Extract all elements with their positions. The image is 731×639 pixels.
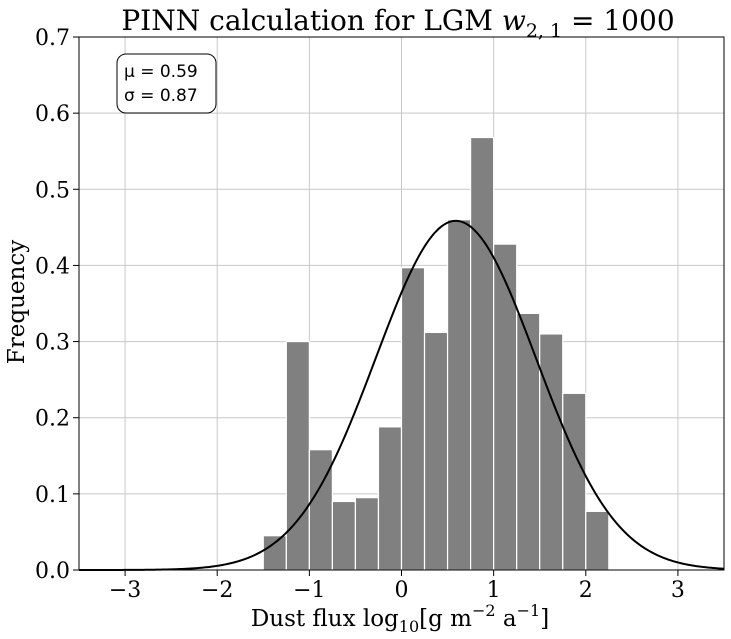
- histogram-bar-6: [400, 267, 426, 571]
- xlabel-text: Dust flux log: [251, 606, 399, 632]
- histogram-bar-9: [470, 136, 495, 571]
- y-axis-label: Frequency: [4, 240, 30, 364]
- histogram-bar-8: [446, 219, 472, 571]
- xlabel-unit-2: a: [496, 606, 517, 632]
- x-tick-label-1: −2: [201, 578, 233, 603]
- histogram-bar-5: [377, 426, 403, 571]
- histogram-bar-12: [539, 333, 564, 571]
- x-tick-label-2: −1: [293, 578, 325, 603]
- xlabel-subscript: 10: [399, 617, 419, 636]
- y-tick-label-5: 0.5: [35, 178, 70, 203]
- chart-title: PINN calculation for LGM w2, 1 = 1000: [121, 4, 674, 42]
- y-tick-label-4: 0.4: [35, 254, 70, 279]
- histogram-bar-4: [354, 497, 380, 571]
- xlabel-superscript-1: −2: [472, 601, 496, 620]
- y-tick-label-2: 0.2: [35, 407, 70, 432]
- histogram-bar-2: [308, 449, 333, 571]
- title-text: PINN calculation for LGM: [121, 4, 502, 37]
- x-tick-label-5: 2: [579, 578, 593, 603]
- title-math-w: w: [502, 4, 526, 37]
- y-tick-label-1: 0.1: [35, 483, 70, 508]
- xlabel-superscript-2: −1: [517, 601, 541, 620]
- stats-box: μ = 0.59 σ = 0.87: [116, 53, 217, 114]
- x-tick-label-6: 3: [671, 578, 685, 603]
- stats-sigma: σ = 0.87: [124, 86, 198, 106]
- y-tick-label-6: 0.6: [35, 102, 70, 127]
- xlabel-unit: [g m: [419, 606, 472, 632]
- y-tick-label-0: 0.0: [35, 559, 70, 584]
- normal-fit-curve: [79, 219, 725, 571]
- title-math-value: = 1000: [562, 4, 675, 37]
- x-axis-label: Dust flux log10[g m−2 a−1]: [251, 601, 549, 636]
- histogram-bar-10: [493, 243, 518, 571]
- histogram-bar-0: [262, 535, 287, 571]
- x-tick-label-0: −3: [109, 578, 141, 603]
- x-tick-label-3: 0: [395, 578, 409, 603]
- stats-mu: μ = 0.59: [124, 62, 198, 82]
- ticks: −3 −2 −1 0 1 2 3 0.0 0.1 0.2 0.3 0.4 0.5 0.6 0.7: [35, 26, 685, 603]
- bars: [262, 136, 610, 571]
- y-tick-label-7: 0.7: [35, 26, 70, 51]
- y-tick-label-3: 0.3: [35, 331, 70, 356]
- histogram-bar-7: [423, 331, 449, 571]
- histogram-bar-3: [331, 500, 357, 571]
- histogram-bar-11: [516, 312, 541, 571]
- histogram-bar-13: [562, 392, 587, 571]
- stats-box-border: [116, 53, 217, 114]
- histogram-bar-14: [585, 510, 610, 571]
- histogram-bar-1: [285, 340, 310, 571]
- x-tick-label-4: 1: [487, 578, 501, 603]
- xlabel-end: ]: [540, 606, 549, 632]
- title-math-subscript: 2, 1: [526, 20, 562, 42]
